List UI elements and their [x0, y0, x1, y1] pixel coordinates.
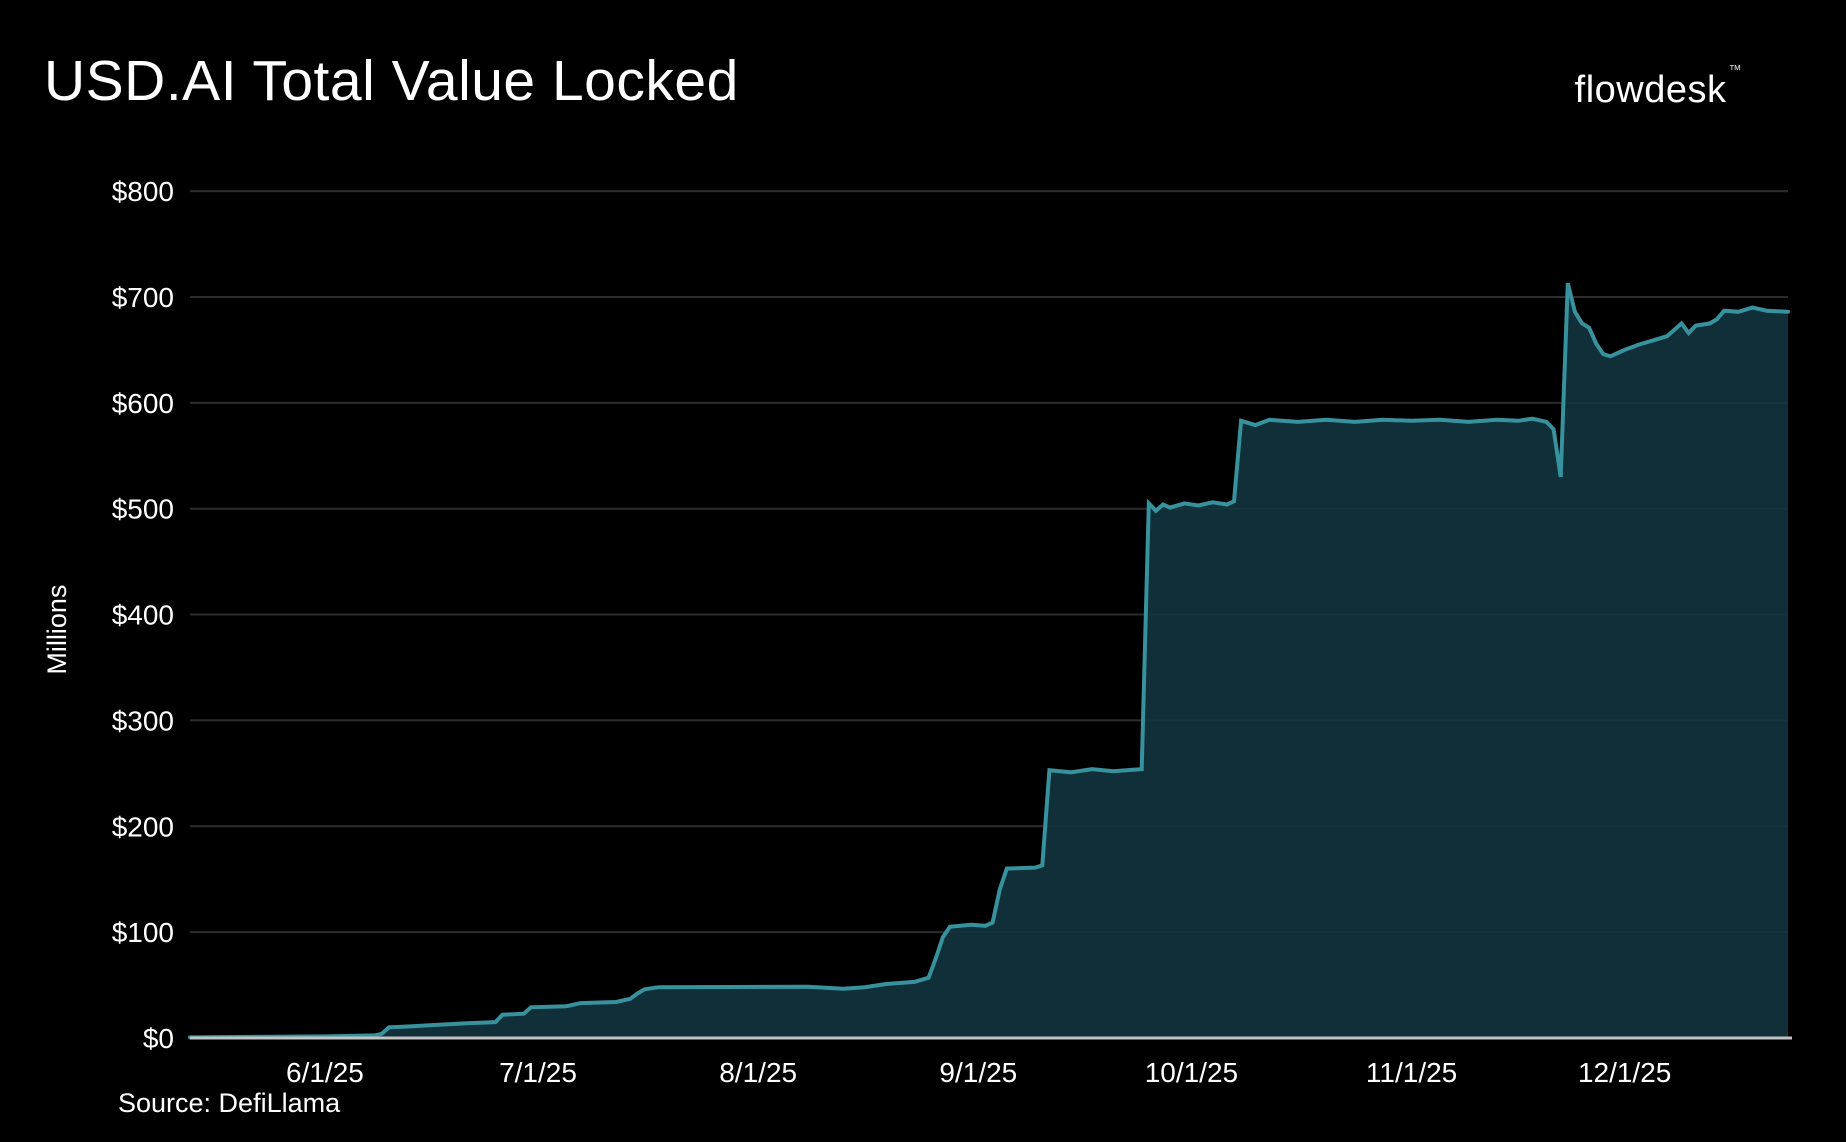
svg-text:$400: $400	[112, 600, 174, 631]
source-label: Source: DefiLlama	[118, 1088, 341, 1118]
logo-trademark-mark: ™	[1728, 62, 1742, 77]
page-title: USD.AI Total Value Locked	[44, 49, 739, 113]
svg-text:8/1/25: 8/1/25	[719, 1057, 797, 1088]
svg-text:9/1/25: 9/1/25	[939, 1057, 1017, 1088]
svg-text:$500: $500	[112, 494, 174, 525]
svg-text:$800: $800	[112, 176, 174, 207]
x-axis-labels: 6/1/25 7/1/25 8/1/25 9/1/25 10/1/25 11/1/25 12…	[286, 1057, 1671, 1088]
y-axis-labels: $0 $100 $200 $300 $400 $500 $600 $700 $800	[112, 176, 174, 1054]
svg-text:$300: $300	[112, 705, 174, 736]
svg-text:$0: $0	[143, 1023, 174, 1054]
flowdesk-logo: flowdesk ™	[1575, 62, 1742, 112]
svg-text:$700: $700	[112, 282, 174, 313]
svg-text:$600: $600	[112, 388, 174, 419]
svg-text:12/1/25: 12/1/25	[1578, 1057, 1671, 1088]
svg-text:6/1/25: 6/1/25	[286, 1057, 364, 1088]
y-axis-title: Millions	[42, 585, 72, 675]
svg-text:11/1/25: 11/1/25	[1366, 1057, 1457, 1088]
svg-text:10/1/25: 10/1/25	[1145, 1057, 1238, 1088]
svg-text:$200: $200	[112, 811, 174, 842]
svg-text:7/1/25: 7/1/25	[499, 1057, 577, 1088]
flowdesk-logo-text: flowdesk	[1574, 69, 1727, 111]
tvl-area-series	[188, 282, 1790, 1040]
svg-text:$100: $100	[112, 917, 174, 948]
